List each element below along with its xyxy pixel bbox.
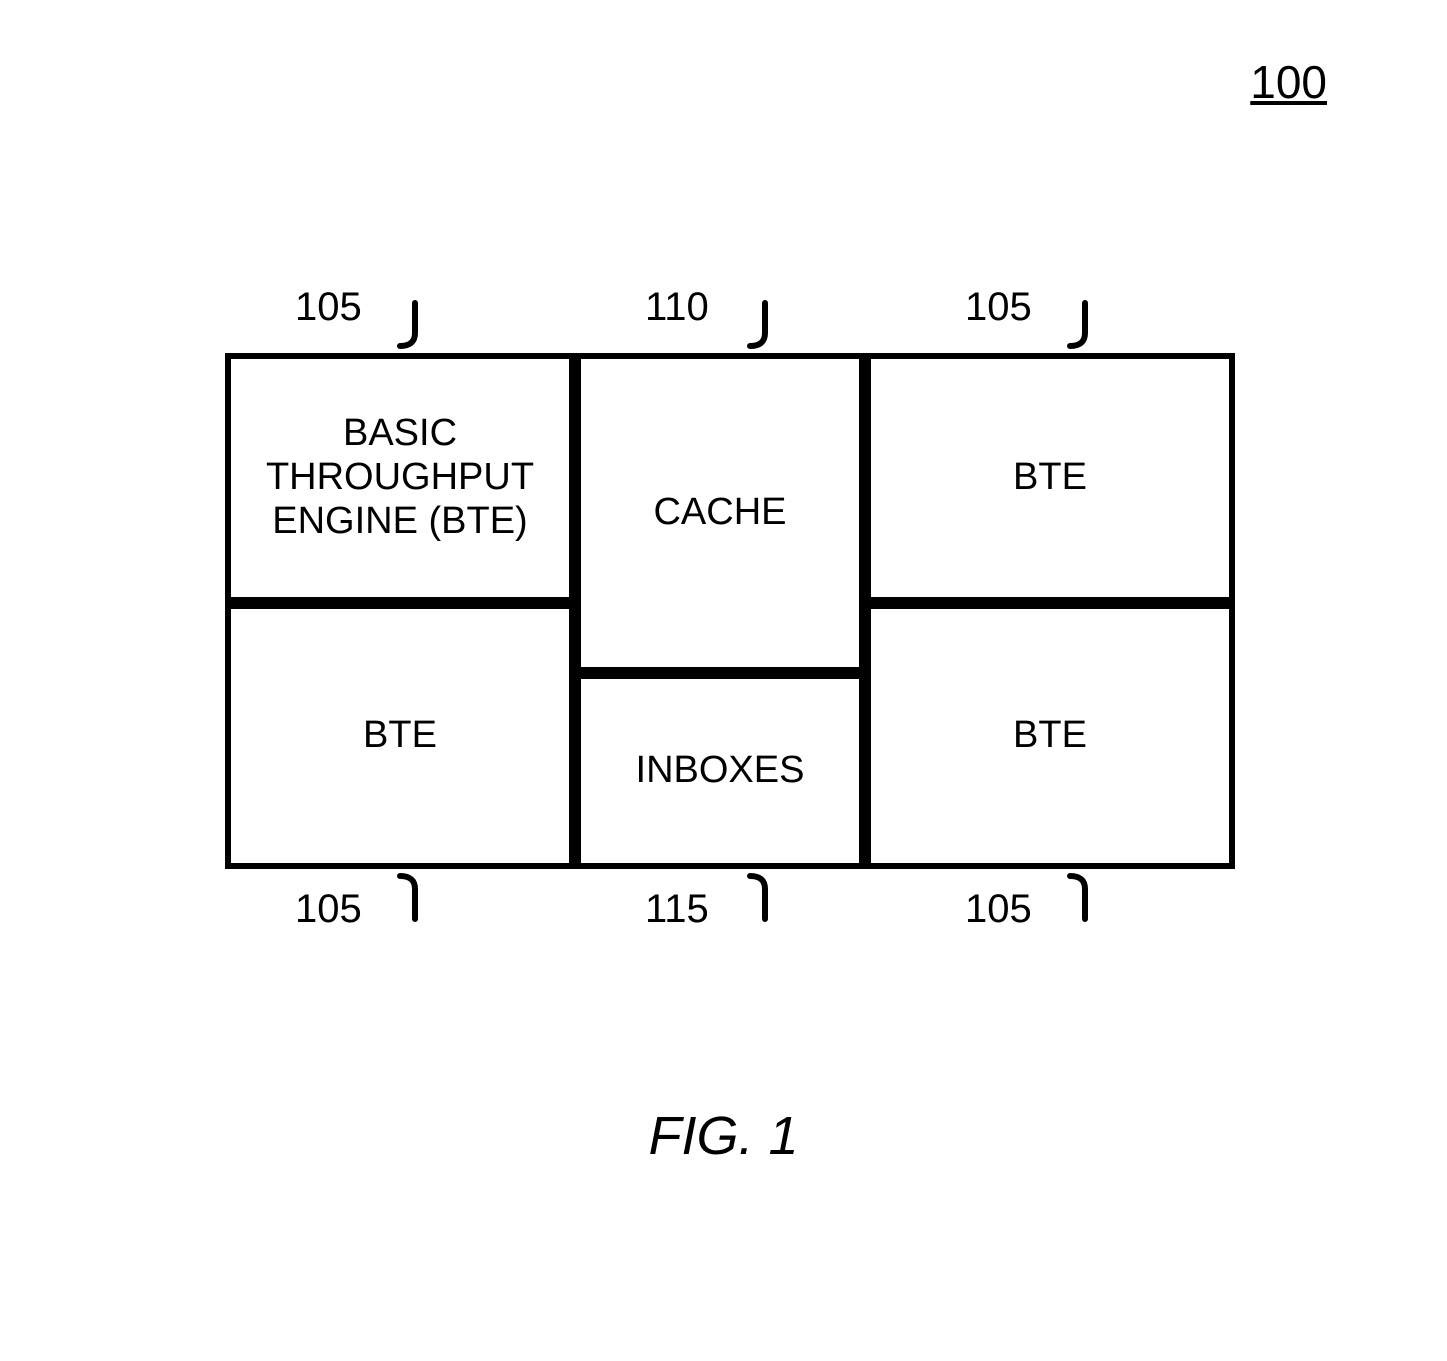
ref-105-bot-right: 105 <box>965 887 1032 932</box>
hook-icon <box>1045 864 1105 924</box>
figure-canvas: 100 BASIC THROUGHPUT ENGINE (BTE) BTE BT… <box>0 0 1447 1361</box>
hook-icon <box>725 864 785 924</box>
ref-115-bot-mid: 115 <box>645 887 709 932</box>
ref-100: 100 <box>1250 55 1327 109</box>
figure-title: FIG. 1 <box>0 1105 1447 1167</box>
ref-105-top-right: 105 <box>965 285 1032 330</box>
ref-105-top-left: 105 <box>295 285 362 330</box>
hook-icon <box>1045 298 1105 358</box>
cell-bte-top-left: BASIC THROUGHPUT ENGINE (BTE) <box>225 353 575 603</box>
hook-icon <box>375 298 435 358</box>
cell-bte-top-right: BTE <box>865 353 1235 603</box>
cell-cache: CACHE <box>575 353 865 673</box>
ref-105-bot-left: 105 <box>295 887 362 932</box>
ref-110-top-mid: 110 <box>645 285 709 330</box>
hook-icon <box>725 298 785 358</box>
cell-bte-bot-left: BTE <box>225 603 575 869</box>
cell-bte-bot-right: BTE <box>865 603 1235 869</box>
hook-icon <box>375 864 435 924</box>
cell-inboxes: INBOXES <box>575 673 865 869</box>
